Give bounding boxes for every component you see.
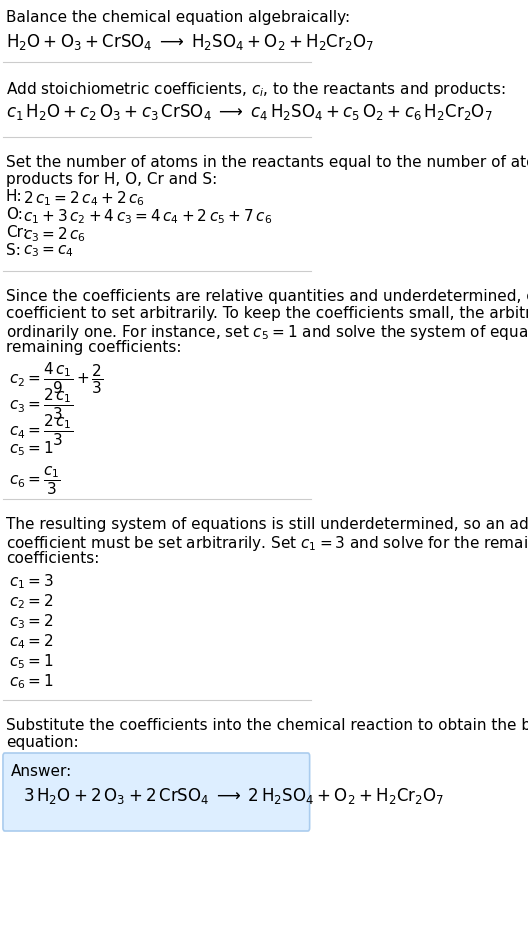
Text: The resulting system of equations is still underdetermined, so an additional: The resulting system of equations is sti… [6, 517, 528, 532]
Text: $c_3 = \dfrac{2\,c_1}{3}$: $c_3 = \dfrac{2\,c_1}{3}$ [9, 387, 73, 423]
Text: products for H, O, Cr and S:: products for H, O, Cr and S: [6, 172, 217, 187]
Text: $c_3 = 2\,c_6$: $c_3 = 2\,c_6$ [23, 225, 86, 244]
FancyBboxPatch shape [3, 753, 309, 831]
Text: Answer:: Answer: [11, 764, 72, 779]
Text: remaining coefficients:: remaining coefficients: [6, 340, 182, 355]
Text: $c_2 = \dfrac{4\,c_1}{9} + \dfrac{2}{3}$: $c_2 = \dfrac{4\,c_1}{9} + \dfrac{2}{3}$ [9, 361, 103, 396]
Text: S:: S: [6, 243, 21, 258]
Text: $c_1 + 3\,c_2 + 4\,c_3 = 4\,c_4 + 2\,c_5 + 7\,c_6$: $c_1 + 3\,c_2 + 4\,c_3 = 4\,c_4 + 2\,c_5… [23, 207, 272, 226]
Text: Balance the chemical equation algebraically:: Balance the chemical equation algebraica… [6, 10, 350, 25]
Text: $c_5 = 1$: $c_5 = 1$ [9, 439, 53, 458]
Text: $2\,c_1 = 2\,c_4 + 2\,c_6$: $2\,c_1 = 2\,c_4 + 2\,c_6$ [23, 189, 144, 208]
Text: $3\,\mathrm{H_2O} + 2\,\mathrm{O_3} + 2\,\mathrm{CrSO_4} \;\longrightarrow\; 2\,: $3\,\mathrm{H_2O} + 2\,\mathrm{O_3} + 2\… [23, 786, 444, 806]
Text: coefficient to set arbitrarily. To keep the coefficients small, the arbitrary va: coefficient to set arbitrarily. To keep … [6, 306, 528, 321]
Text: Set the number of atoms in the reactants equal to the number of atoms in the: Set the number of atoms in the reactants… [6, 155, 528, 170]
Text: $c_2 = 2$: $c_2 = 2$ [9, 592, 53, 611]
Text: Cr:: Cr: [6, 225, 28, 240]
Text: Substitute the coefficients into the chemical reaction to obtain the balanced: Substitute the coefficients into the che… [6, 718, 528, 733]
Text: $c_1 = 3$: $c_1 = 3$ [9, 572, 54, 590]
Text: equation:: equation: [6, 735, 79, 750]
Text: Since the coefficients are relative quantities and underdetermined, choose a: Since the coefficients are relative quan… [6, 289, 528, 304]
Text: ordinarily one. For instance, set $c_5 = 1$ and solve the system of equations fo: ordinarily one. For instance, set $c_5 =… [6, 323, 528, 342]
Text: $\mathrm{H_2O + O_3 + CrSO_4 \;\longrightarrow\; H_2SO_4 + O_2 + H_2Cr_2O_7}$: $\mathrm{H_2O + O_3 + CrSO_4 \;\longrigh… [6, 32, 374, 52]
Text: coefficients:: coefficients: [6, 551, 99, 566]
Text: $c_3 = c_4$: $c_3 = c_4$ [23, 243, 73, 258]
Text: $c_4 = \dfrac{2\,c_1}{3}$: $c_4 = \dfrac{2\,c_1}{3}$ [9, 413, 73, 448]
Text: Add stoichiometric coefficients, $c_i$, to the reactants and products:: Add stoichiometric coefficients, $c_i$, … [6, 80, 505, 99]
Text: $c_3 = 2$: $c_3 = 2$ [9, 612, 53, 631]
Text: $c_4 = 2$: $c_4 = 2$ [9, 632, 53, 651]
Text: $c_1\,\mathrm{H_2O} + c_2\,\mathrm{O_3} + c_3\,\mathrm{CrSO_4} \;\longrightarrow: $c_1\,\mathrm{H_2O} + c_2\,\mathrm{O_3} … [6, 102, 493, 122]
Text: coefficient must be set arbitrarily. Set $c_1 = 3$ and solve for the remaining: coefficient must be set arbitrarily. Set… [6, 534, 528, 553]
Text: O:: O: [6, 207, 23, 222]
Text: $c_5 = 1$: $c_5 = 1$ [9, 652, 53, 671]
Text: $c_6 = \dfrac{c_1}{3}$: $c_6 = \dfrac{c_1}{3}$ [9, 465, 61, 498]
Text: $c_6 = 1$: $c_6 = 1$ [9, 672, 53, 691]
Text: H:: H: [6, 189, 23, 204]
